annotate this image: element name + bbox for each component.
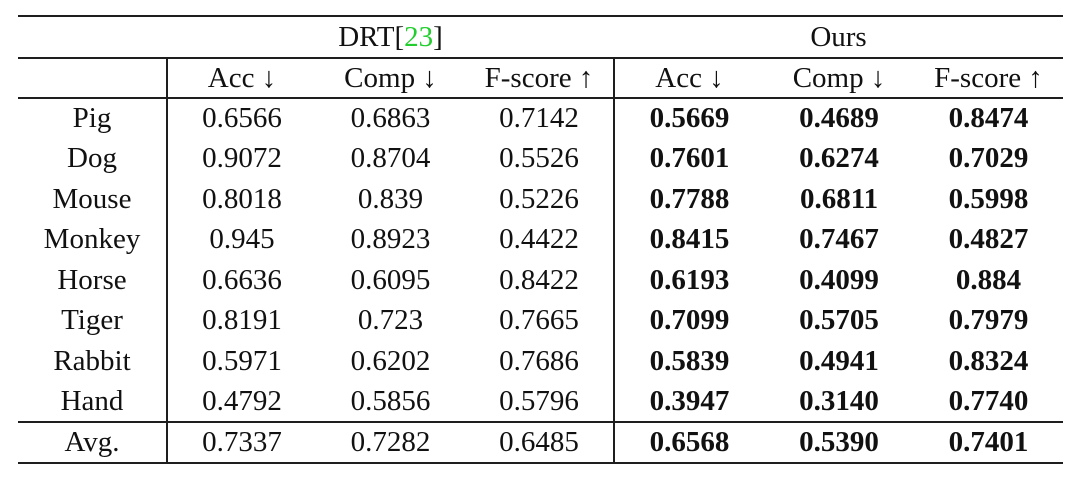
drt-fscore-value: 0.7686 [465,341,616,382]
ours-acc-value: 0.6193 [649,263,730,296]
row-label: Tiger [18,300,168,341]
ours-acc-value: 0.5839 [649,344,730,377]
drt-fscore-value: 0.7142 [465,98,616,139]
drt-comp-value: 0.8704 [350,142,431,175]
ours-comp-avg: 0.5390 [764,422,915,464]
drt-label-suffix: ] [433,20,443,53]
drt-comp-value: 0.5856 [316,381,465,423]
empty-label-header-cell [18,58,168,99]
drt-fscore-value: 0.7665 [465,300,616,341]
table-row-pig: Pig 0.6566 0.6863 0.7142 0.5669 0.4689 0… [18,98,1063,139]
ours-acc-avg: 0.6568 [614,422,765,464]
ours-fscore-avg: 0.7401 [914,422,1064,464]
citation-23-link[interactable]: 23 [404,20,434,53]
ours-comp-value: 0.7467 [799,223,879,256]
drt-acc-value: 0.5971 [202,344,282,377]
drt-acc-value: 0.945 [209,223,275,256]
method-group-header-row: DRT[23] Ours [18,15,1064,59]
ours-comp-value: 0.6811 [799,182,879,215]
table-row-average: Avg. 0.7337 0.7282 0.6485 0.6568 0.5390 … [18,422,1064,464]
ours-fscore-value: 0.7979 [948,304,1029,337]
drt-comp-value: 0.839 [357,182,424,215]
drt-fscore-avg: 0.6485 [465,422,616,464]
drt-comp-value: 0.723 [357,304,424,337]
ours-acc-value: 0.5669 [649,102,730,135]
ours-fscore-value: 0.5998 [948,182,1029,215]
table-row-rabbit: Rabbit 0.5971 0.6202 0.7686 0.5839 0.494… [18,341,1063,382]
row-label: Pig [18,98,168,139]
ours-acc-value: 0.7099 [649,304,730,337]
table-row-hand: Hand 0.4792 0.5856 0.5796 0.3947 0.3140 … [18,381,1064,423]
drt-comp-avg: 0.7282 [316,422,465,464]
ours-fscore-value: 0.884 [955,263,1022,296]
row-label: Monkey [18,219,168,260]
drt-comp-value: 0.6202 [350,344,431,377]
drt-fscore-value: 0.8422 [465,260,616,301]
ours-comp-header: Comp ↓ [764,58,915,99]
row-label: Dog [18,138,168,179]
row-label: Hand [18,381,168,423]
row-label: Avg. [18,422,168,464]
ours-acc-header: Acc ↓ [614,58,765,99]
ours-comp-value: 0.4941 [799,344,879,377]
ours-group-header: Ours [614,15,1064,59]
drt-fscore-value: 0.5226 [465,179,616,220]
drt-fscore-value: 0.5796 [465,381,616,423]
drt-fscore-value: 0.4422 [465,219,616,260]
drt-group-header: DRT[23] [167,15,615,59]
drt-label-prefix: DRT[ [338,20,405,53]
drt-acc-value: 0.6636 [202,263,282,296]
table-row-mouse: Mouse 0.8018 0.839 0.5226 0.7788 0.6811 … [18,179,1063,220]
drt-acc-header: Acc ↓ [167,58,316,99]
ours-acc-value: 0.3947 [614,381,765,423]
row-label: Horse [18,260,168,301]
drt-acc-value: 0.9072 [202,142,282,175]
ours-acc-value: 0.7601 [649,142,730,175]
drt-comp-header: Comp ↓ [316,58,465,99]
ours-fscore-value: 0.8474 [948,102,1029,135]
drt-comp-value: 0.6863 [350,102,431,135]
metric-header-row: Acc ↓ Comp ↓ F-score ↑ Acc ↓ Comp ↓ F-sc… [18,58,1064,99]
ours-comp-value: 0.6274 [799,142,879,175]
drt-fscore-header: F-score ↑ [465,58,616,99]
table-row-horse: Horse 0.6636 0.6095 0.8422 0.6193 0.4099… [18,260,1063,301]
ours-fscore-value: 0.7029 [948,142,1029,175]
ours-fscore-value: 0.8324 [948,344,1029,377]
ours-fscore-header: F-score ↑ [914,58,1064,99]
drt-comp-value: 0.8923 [350,223,431,256]
ours-comp-value: 0.5705 [799,304,879,337]
comparison-table: DRT[23] Ours Acc ↓ Comp ↓ F-score ↑ Acc … [18,15,1064,464]
ours-comp-value: 0.4099 [799,263,879,296]
row-label: Rabbit [18,341,168,382]
empty-corner-cell [18,15,167,59]
ours-comp-value: 0.3140 [764,381,915,423]
ours-acc-value: 0.7788 [649,182,730,215]
drt-acc-value: 0.8018 [202,182,282,215]
table-row-monkey: Monkey 0.945 0.8923 0.4422 0.8415 0.7467… [18,219,1063,260]
drt-fscore-value: 0.5526 [465,138,616,179]
drt-acc-avg: 0.7337 [167,422,316,464]
drt-acc-value: 0.4792 [167,381,316,423]
drt-comp-value: 0.6095 [350,263,431,296]
ours-fscore-value: 0.4827 [948,223,1029,256]
ours-acc-value: 0.8415 [649,223,730,256]
drt-acc-value: 0.6566 [202,102,282,135]
ours-fscore-value: 0.7740 [914,381,1064,423]
ours-comp-value: 0.4689 [799,102,879,135]
row-label: Mouse [18,179,168,220]
drt-acc-value: 0.8191 [202,304,282,337]
table-row-dog: Dog 0.9072 0.8704 0.5526 0.7601 0.6274 0… [18,138,1063,179]
table-row-tiger: Tiger 0.8191 0.723 0.7665 0.7099 0.5705 … [18,300,1063,341]
